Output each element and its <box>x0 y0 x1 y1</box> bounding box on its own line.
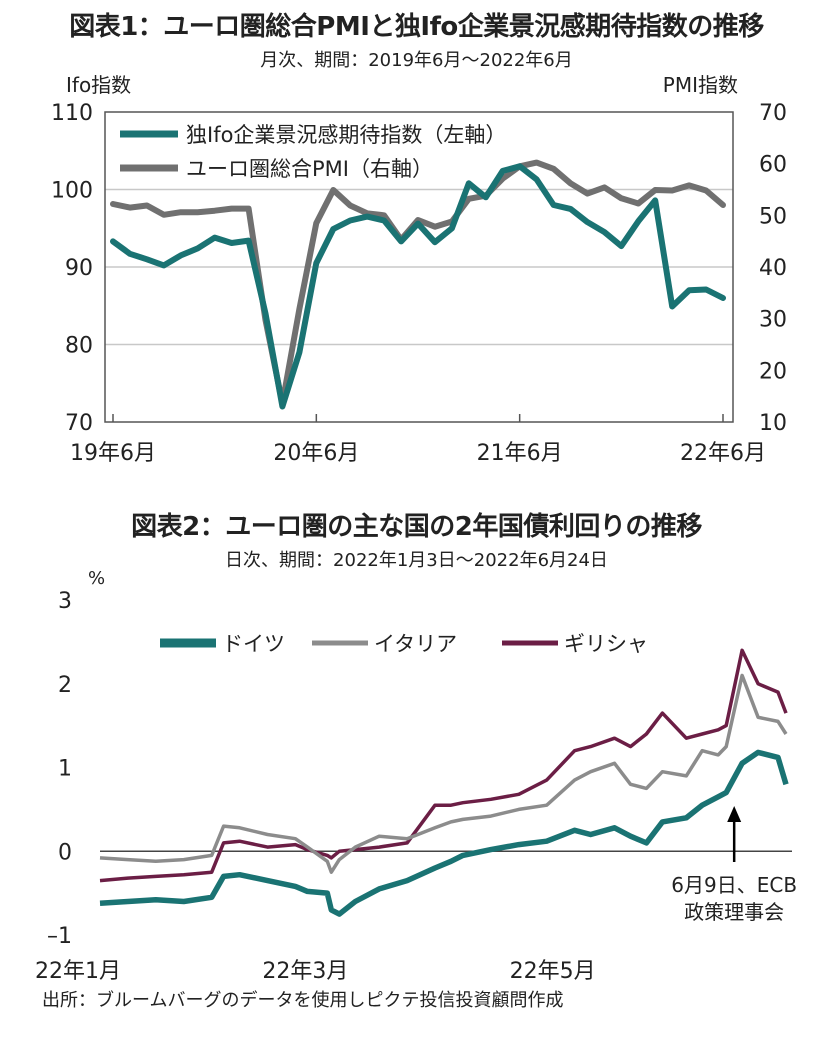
chart1-x-tick-label: 20年6月 <box>273 441 359 466</box>
chart1-y-left-tick-label: 80 <box>65 334 93 359</box>
chart2-y-tick-label: 1 <box>58 757 72 782</box>
chart2-series-line <box>99 648 788 883</box>
chart1-y-right-tick-label: 10 <box>759 411 787 436</box>
chart1-y-left-tick-label: 100 <box>51 179 93 204</box>
chart1-svg: 70 80 90 100 110 10 20 30 40 50 60 70 Ifo指数 PMI指数 19年6… <box>51 73 787 466</box>
chart1-title: 図表1：ユーロ圏総合PMIと独Ifo企業景況感期待指数の推移 <box>69 12 764 42</box>
chart1-y-left-tick-label: 90 <box>65 256 93 281</box>
chart1-x-tick-label: 21年6月 <box>477 441 563 466</box>
chart1-y-right-label: PMI指数 <box>663 73 738 97</box>
chart2-y-tick-label: 3 <box>58 589 72 614</box>
chart2-legend-label: イタリア <box>374 632 457 656</box>
chart2-annotation-text: 政策理事会 <box>684 900 784 924</box>
source-note: 出所：ブルームバーグのデータを使用しピクテ投信投資顧問作成 <box>42 990 564 1011</box>
chart1-subtitle: 月次、期間：2019年6月～2022年6月 <box>260 50 573 71</box>
chart2-subtitle: 日次、期間：2022年1月3日～2022年6月24日 <box>225 550 608 571</box>
chart2-title: 図表2：ユーロ圏の主な国の2年国債利回りの推移 <box>131 512 702 542</box>
chart2-svg: –1 0 1 2 3% 22年1月 22年3月 22年5月 ドイツ イタリア ギリシャ 6月9日、EC… <box>35 568 797 984</box>
chart1-y-right-tick-label: 20 <box>759 359 787 384</box>
chart2-annotation-arrowhead <box>727 806 742 822</box>
chart2-legend-label: ギリシャ <box>564 632 648 656</box>
chart1-legend-label: 独Ifo企業景況感期待指数（左軸） <box>186 123 506 147</box>
chart1-y-right-tick-label: 70 <box>759 101 787 126</box>
chart2-series-line <box>99 673 788 874</box>
chart2-y-tick-label: 0 <box>58 840 72 865</box>
chart1-y-left-tick-label: 110 <box>51 101 93 126</box>
chart1-y-right-tick-label: 50 <box>759 204 787 229</box>
chart2-y-label: % <box>88 568 105 589</box>
chart1-y-right-tick-label: 40 <box>759 256 787 281</box>
chart2-legend-label: ドイツ <box>222 632 285 656</box>
chart2-y-tick-label: –1 <box>47 924 72 949</box>
chart1-series-line <box>110 163 726 410</box>
chart1-series-line <box>110 159 726 407</box>
chart1-y-left-label: Ifo指数 <box>66 73 131 97</box>
chart1-y-left-tick-label: 70 <box>65 411 93 436</box>
chart2-x-tick-label: 22年3月 <box>262 959 348 984</box>
chart2-series-line <box>99 749 789 917</box>
chart1-y-right-tick-label: 60 <box>759 153 787 178</box>
chart1-plot-frame <box>104 111 734 423</box>
chart1-x-tick-label: 22年6月 <box>680 441 766 466</box>
chart2-annotation-text: 6月9日、ECB <box>671 873 797 897</box>
chart2-y-tick-label: 2 <box>58 673 72 698</box>
chart1-x-tick-label: 19年6月 <box>70 441 156 466</box>
chart2-x-tick-label: 22年5月 <box>510 959 596 984</box>
chart2-x-tick-label: 22年1月 <box>35 959 121 984</box>
chart1-legend-label: ユーロ圏総合PMI（右軸） <box>186 157 433 181</box>
chart1-y-right-tick-label: 30 <box>759 308 787 333</box>
